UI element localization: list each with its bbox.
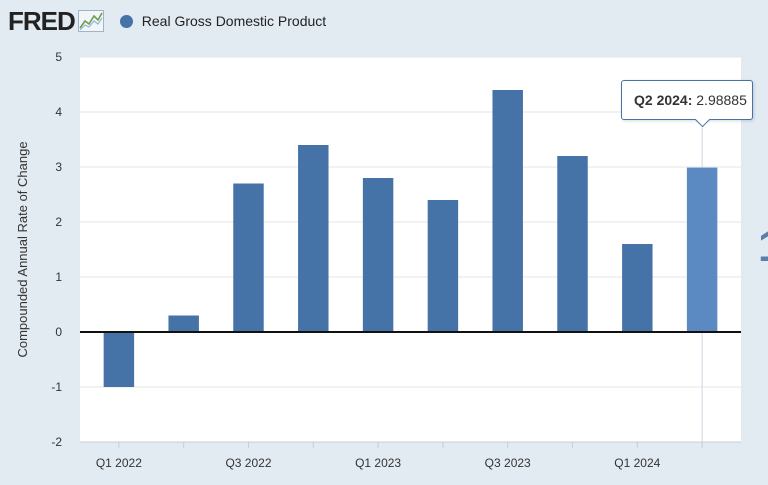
legend-label: Real Gross Domestic Product (141, 13, 327, 29)
y-axis-label: Compounded Annual Rate of Change (15, 141, 30, 357)
bar-q2-2023[interactable] (427, 200, 459, 332)
y-tick-label: 4 (55, 105, 62, 119)
bar-q3-2022[interactable] (233, 183, 264, 333)
legend-swatch (119, 14, 133, 28)
x-tick-label: Q1 2022 (96, 456, 142, 470)
y-tick-label: 2 (55, 215, 62, 229)
y-tick-label: 3 (55, 160, 62, 174)
tooltip-label: Q2 2024: (634, 92, 693, 108)
bar-q2-2022[interactable] (168, 315, 199, 333)
line-chart-icon (77, 10, 104, 32)
y-tick-label: -2 (51, 435, 62, 449)
x-tick-label: Q1 2024 (614, 456, 660, 470)
y-tick-label: 1 (55, 270, 62, 284)
bar-q1-2022[interactable] (103, 332, 135, 387)
tooltip-value: 2.98885 (696, 92, 747, 108)
bar-q2-2024[interactable] (686, 167, 718, 332)
bar-q4-2023[interactable] (557, 156, 588, 332)
y-tick-label: 5 (55, 50, 62, 64)
bars (103, 90, 718, 387)
chart-header: FRED Real Gross Domestic Product (8, 6, 326, 36)
data-tooltip: Q2 2024: 2.98885 (621, 80, 753, 120)
chart-legend[interactable]: Real Gross Domestic Product (119, 13, 327, 29)
bar-q3-2023[interactable] (492, 90, 523, 332)
y-tick-label: -1 (51, 380, 62, 394)
y-tick-label: 0 (55, 325, 62, 339)
bar-q1-2023[interactable] (362, 178, 394, 332)
x-tick-label: Q3 2022 (225, 456, 271, 470)
fred-logo-text: FRED (8, 5, 76, 36)
fred-logo[interactable]: FRED (8, 6, 104, 37)
x-axis-ticks: Q1 2022 Q3 2022 Q1 2023 Q3 2023 Q1 2024 (80, 441, 741, 470)
x-tick-label: Q3 2023 (485, 456, 531, 470)
y-axis-ticks: -2 -1 0 1 2 3 4 5 (51, 50, 62, 449)
bar-q1-2024[interactable] (622, 244, 653, 332)
edge-glyph: 1 (758, 222, 768, 272)
x-tick-label: Q1 2023 (355, 456, 401, 470)
bar-q4-2022[interactable] (298, 145, 329, 332)
